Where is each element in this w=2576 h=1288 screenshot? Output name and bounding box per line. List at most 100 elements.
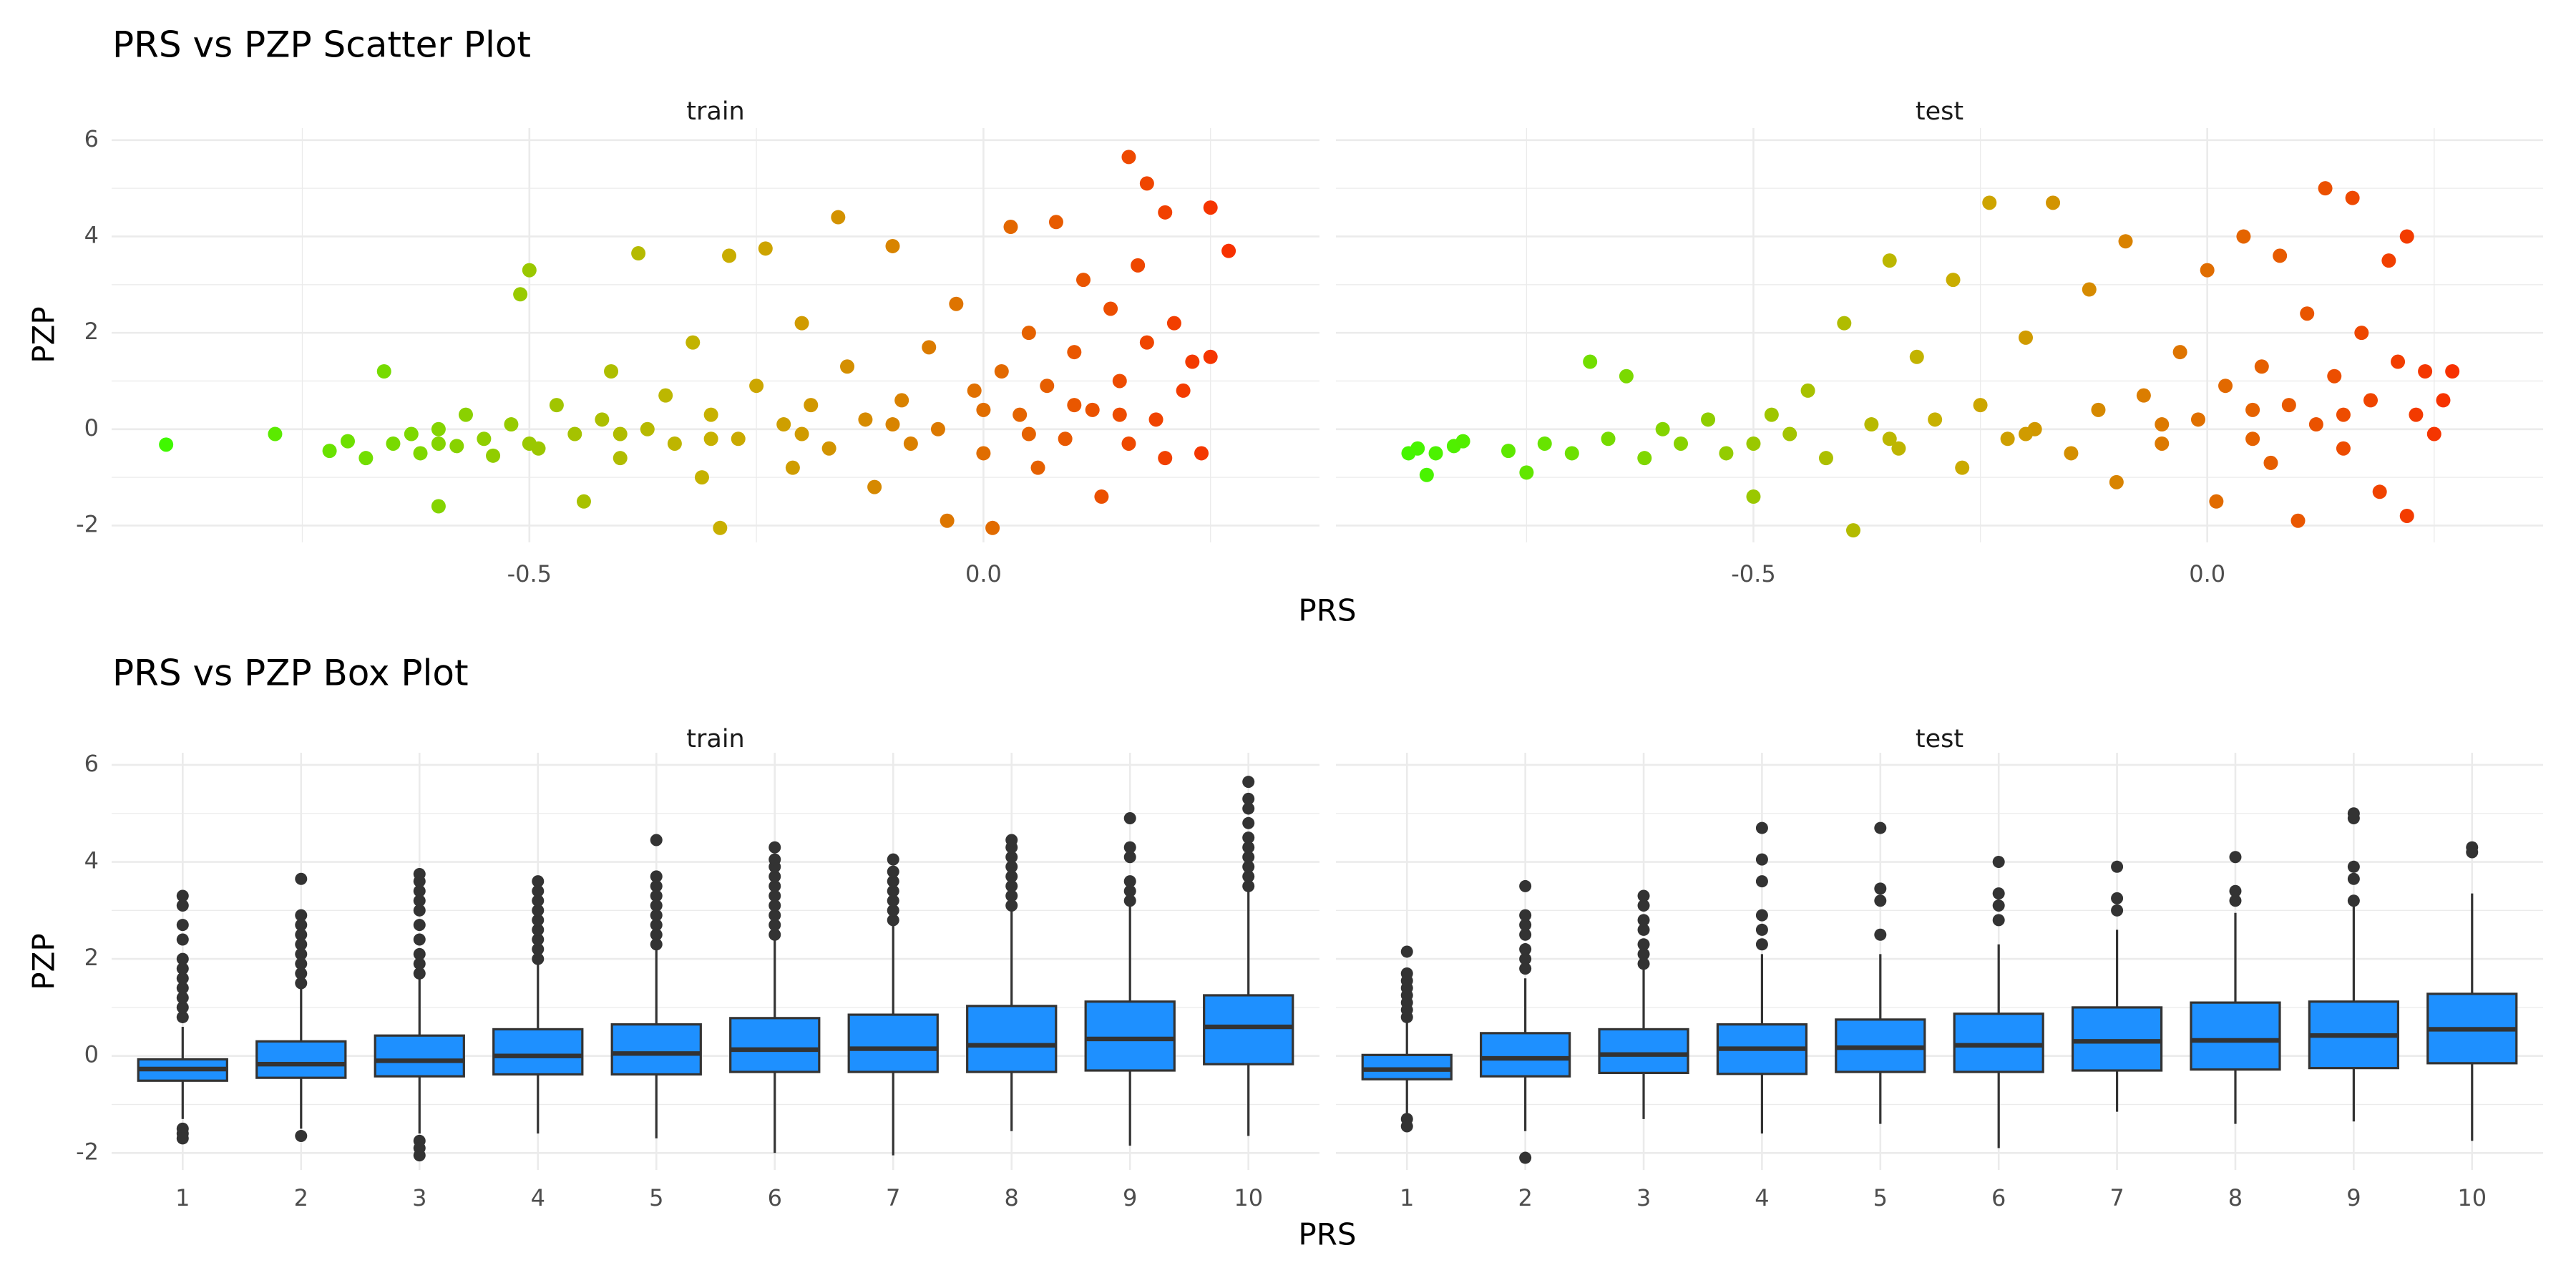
outlier [769,928,781,941]
outlier [1005,870,1018,883]
point [2091,402,2106,417]
point [2300,306,2315,321]
outlier [769,909,781,922]
point [1148,412,1163,427]
outlier [413,947,426,960]
point [1746,436,1761,451]
box [1598,1028,1689,1075]
box [729,1017,821,1073]
panel: train -2 0 2 4 6 1 2 3 4 5 6 7 8 9 10 [76,725,1319,1211]
x-tick-label: 7 [886,1184,900,1211]
x-tick-label: -0.5 [507,560,552,587]
outlier [532,884,545,897]
point [1982,195,1997,210]
point [2209,494,2224,509]
outlier [650,938,663,951]
point [604,364,619,379]
panel: test -0.5 0.0 [1336,97,2543,587]
outlier [176,919,189,932]
outlier [650,834,663,847]
x-axis-title: PRS [1298,1217,1356,1252]
outlier [650,870,663,883]
point [458,407,473,422]
point [1203,200,1218,215]
x-tick-label: 6 [1991,1184,2006,1211]
point [340,434,355,449]
outlier [887,894,899,907]
outlier [1242,776,1255,789]
box [1953,1013,2044,1073]
point [2218,379,2233,394]
outlier [1242,879,1255,892]
point [2308,417,2323,432]
outlier [1005,834,1018,847]
outlier [1242,816,1255,829]
point [1882,253,1897,268]
box [966,1005,1058,1073]
point [1221,243,1236,258]
point [522,263,537,278]
outlier [1637,889,1650,902]
y-axis-title: PZP [26,306,62,363]
strip-label: train [686,97,744,126]
point [613,426,628,441]
y-axis-title: PZP [26,933,62,990]
point [1519,465,1534,480]
outlier [887,904,899,917]
point [1021,326,1036,341]
outlier [176,933,189,946]
outlier [413,867,426,880]
point [976,446,991,461]
point [640,421,655,436]
point [2046,195,2061,210]
outlier [295,928,308,941]
outlier [1123,851,1136,864]
point [922,340,937,355]
outlier [650,919,663,932]
box [255,1040,347,1079]
point [2245,402,2260,417]
x-tick-label: 4 [531,1184,545,1211]
point [1583,354,1598,369]
outlier [532,904,545,917]
outlier [176,991,189,1004]
point [1158,205,1173,220]
outlier [532,933,545,946]
outlier [176,1010,189,1023]
point [1428,446,1443,461]
outlier [295,938,308,951]
point [2327,369,2342,384]
y-tick-label: 2 [84,944,99,971]
point [1637,451,1652,466]
x-tick-label: 10 [2457,1184,2487,1211]
point [694,470,709,485]
point [2136,388,2151,403]
point [2354,326,2369,341]
outlier [532,875,545,888]
box [847,1013,939,1073]
point [1003,220,1018,235]
x-tick-label: 8 [1005,1184,1019,1211]
point [2391,354,2406,369]
point [2191,412,2205,427]
chart-title: PRS vs PZP Scatter Plot [112,24,531,66]
point [1537,436,1552,451]
point [1419,467,1434,482]
outlier [413,933,426,946]
point [2000,431,2015,447]
outlier [532,952,545,965]
point [2445,364,2460,379]
box [374,1034,465,1078]
outlier [1992,914,2005,927]
strip-label: test [1916,725,1963,753]
point [976,402,991,417]
point [903,436,918,451]
point [2409,407,2424,422]
outlier [2347,894,2360,907]
point [1701,412,1716,427]
outlier [650,879,663,892]
point [2436,393,2451,408]
chart-title: PRS vs PZP Box Plot [112,653,469,694]
outlier [413,967,426,980]
point [1121,150,1136,165]
